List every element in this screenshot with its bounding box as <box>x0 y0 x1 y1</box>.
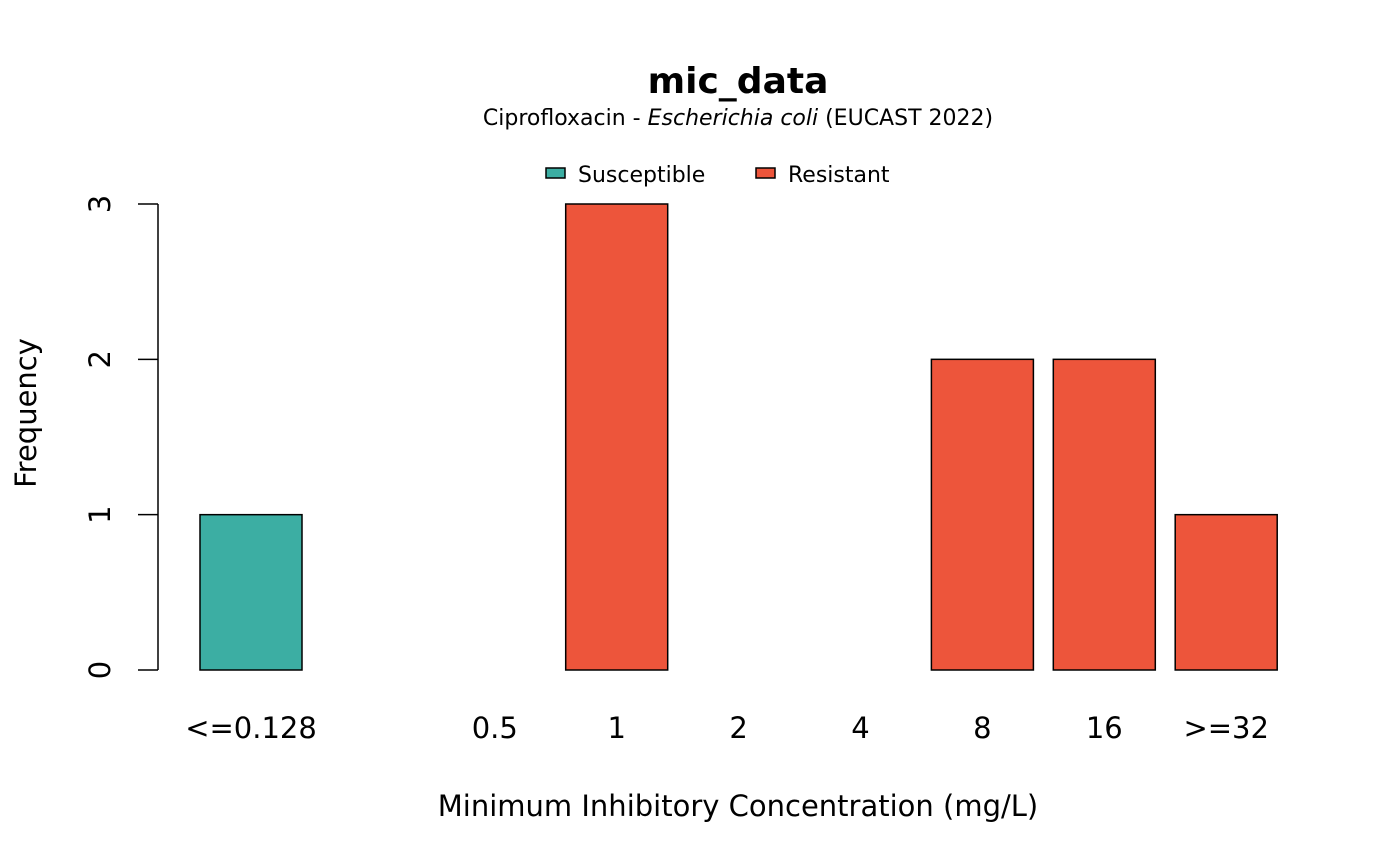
bar-6 <box>930 358 1035 671</box>
y-tick-label: 0 <box>83 661 117 679</box>
x-tick-label: 1 <box>607 711 625 745</box>
bars <box>199 203 1278 671</box>
subtitle-antibiotic: Ciprofloxacin - <box>483 106 648 131</box>
y-tick-label: 1 <box>83 505 117 523</box>
x-tick-label: <=0.128 <box>185 711 317 745</box>
legend-label-R: Resistant <box>788 163 890 188</box>
x-axis-label: Minimum Inhibitory Concentration (mg/L) <box>438 789 1038 823</box>
y-tick-label: 3 <box>83 195 117 213</box>
subtitle-organism: Escherichia coli <box>648 106 819 131</box>
legend-label-S: Susceptible <box>578 163 705 188</box>
x-tick-label: 4 <box>851 711 869 745</box>
bar-3 <box>564 203 669 671</box>
chart-title: mic_data <box>648 61 829 102</box>
legend-swatch-R <box>755 167 776 179</box>
bar-7 <box>1052 358 1157 671</box>
x-axis-tick-labels: <=0.128 0.5 1 2 4 8 16 >=32 <box>185 711 1269 745</box>
legend-swatch-S <box>545 167 566 179</box>
bar-0 <box>199 513 303 671</box>
x-tick-label: >=32 <box>1183 711 1269 745</box>
bar-8 <box>1174 513 1278 671</box>
x-tick-label: 8 <box>973 711 991 745</box>
x-tick-label: 16 <box>1086 711 1123 745</box>
x-tick-label: 0.5 <box>472 711 518 745</box>
y-axis: 0 1 2 3 <box>83 195 159 679</box>
subtitle-guideline: (EUCAST 2022) <box>818 106 993 131</box>
legend: Susceptible Resistant <box>545 163 890 188</box>
x-tick-label: 2 <box>729 711 747 745</box>
y-axis-label: Frequency <box>9 338 43 488</box>
chart-subtitle: Ciprofloxacin - Escherichia coli (EUCAST… <box>483 106 993 131</box>
y-tick-label: 2 <box>83 350 117 368</box>
